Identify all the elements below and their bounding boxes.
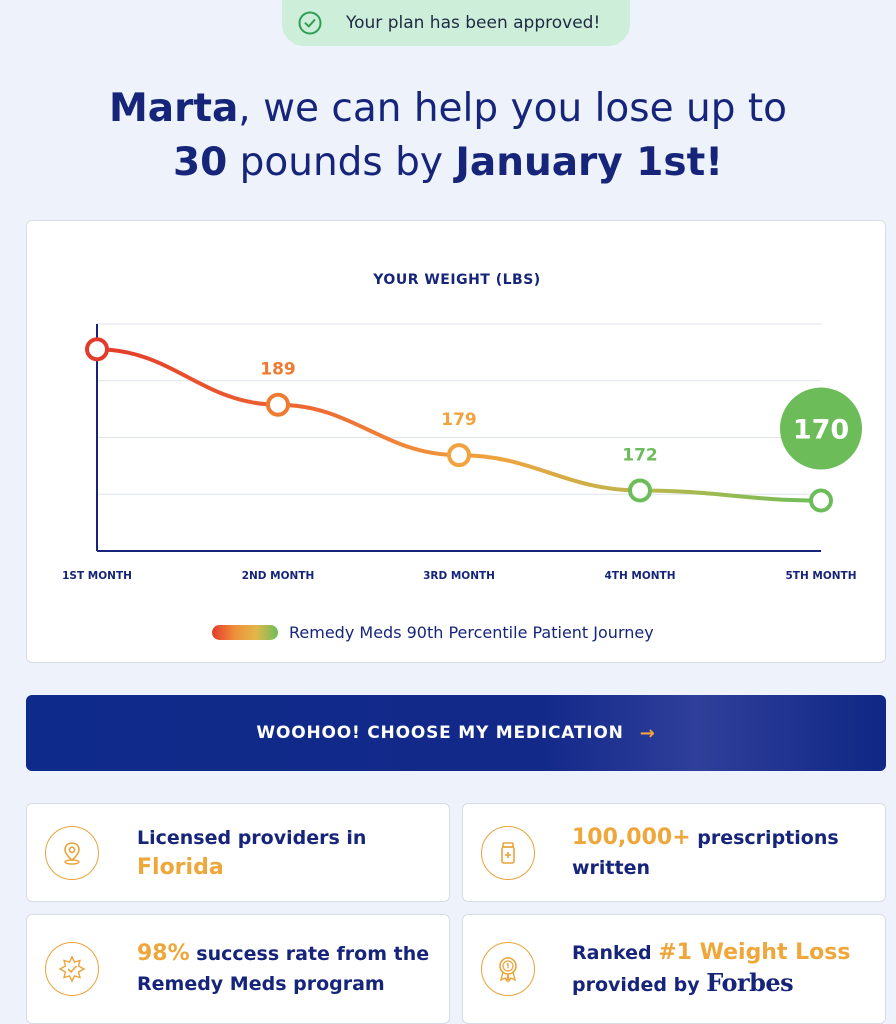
arrow-right-icon: → — [639, 722, 656, 744]
chart-legend: Remedy Meds 90th Percentile Patient Jour… — [212, 623, 654, 642]
chart-data-label: 172 — [622, 445, 658, 465]
location-pin-icon — [45, 825, 99, 880]
feature-licensed-providers: Licensed providers in Florida — [26, 803, 450, 902]
legend-label: Remedy Meds 90th Percentile Patient Jour… — [289, 623, 654, 642]
weight-chart-card: YOUR WEIGHT (LBS) 189 179 172 170 1ST MONTH 2… — [26, 220, 886, 663]
feature-text: Licensed providers in Florida — [137, 823, 449, 883]
chart-data-label: 179 — [441, 410, 477, 430]
chart-x-tick-label: 4TH MONTH — [604, 570, 675, 582]
feature-prescriptions: 100,000+ prescriptions written — [462, 803, 886, 902]
feature-text-post: provided by — [572, 974, 707, 996]
legend-gradient-swatch — [212, 625, 278, 640]
feature-text: 100,000+ prescriptions written — [572, 823, 885, 883]
feature-success-rate: 98% success rate from the Remedy Meds pr… — [26, 914, 450, 1024]
chart-point — [628, 478, 652, 503]
feature-text: 98% success rate from the Remedy Meds pr… — [137, 939, 449, 999]
headline-text-1: , we can help you lose up to — [238, 86, 788, 131]
approved-text: Your plan has been approved! — [346, 13, 601, 33]
weight-loss-amount: 30 — [172, 140, 228, 185]
badge-star-icon — [45, 942, 99, 996]
check-circle-icon — [298, 11, 322, 35]
choose-medication-label: WOOHOO! CHOOSE MY MEDICATION — [256, 723, 624, 743]
prescription-bottle-icon — [481, 825, 535, 880]
feature-text: Ranked #1 Weight Loss provided by Forbes — [572, 938, 850, 1000]
chart-point — [85, 337, 109, 362]
chart-x-tick-label: 3RD MONTH — [423, 570, 495, 582]
chart-x-tick-label: 2ND MONTH — [242, 570, 315, 582]
forbes-logo: Forbes — [706, 968, 794, 997]
chart-data-label: 170 — [793, 415, 849, 446]
award-ribbon-icon — [481, 942, 535, 996]
plan-approved-banner: Your plan has been approved! — [282, 0, 630, 46]
weight-chart: 189 179 172 170 1ST MONTH 2ND MONTH 3RD MONTH 4… — [62, 323, 862, 582]
feature-highlight: Florida — [137, 854, 224, 880]
feature-text-pre: Ranked — [572, 942, 659, 964]
choose-medication-button[interactable]: WOOHOO! CHOOSE MY MEDICATION → — [26, 695, 886, 771]
chart-x-tick-label: 5TH MONTH — [785, 570, 856, 582]
chart-point — [266, 392, 290, 417]
chart-point — [809, 488, 833, 513]
target-date: January 1st! — [455, 140, 724, 185]
chart-x-tick-label: 1ST MONTH — [62, 570, 132, 582]
feature-text-pre: Licensed providers in — [137, 826, 367, 849]
page-headline: Marta, we can help you lose up to 30 pou… — [0, 82, 896, 190]
feature-highlight: 98% — [137, 941, 190, 966]
chart-final-value-badge — [780, 387, 862, 470]
feature-text-post: prescriptions written — [572, 826, 839, 879]
chart-data-label: 189 — [260, 360, 296, 380]
feature-text-post: success rate from the Remedy Meds progra… — [137, 943, 430, 995]
feature-highlight: 100,000+ — [572, 824, 691, 850]
chart-point — [447, 443, 471, 468]
chart-title: YOUR WEIGHT (LBS) — [373, 272, 541, 288]
headline-text-2: pounds by — [227, 140, 456, 185]
feature-highlight: #1 Weight Loss — [658, 940, 851, 965]
user-name: Marta — [108, 86, 239, 131]
feature-ranked-forbes: Ranked #1 Weight Loss provided by Forbes — [462, 914, 886, 1024]
